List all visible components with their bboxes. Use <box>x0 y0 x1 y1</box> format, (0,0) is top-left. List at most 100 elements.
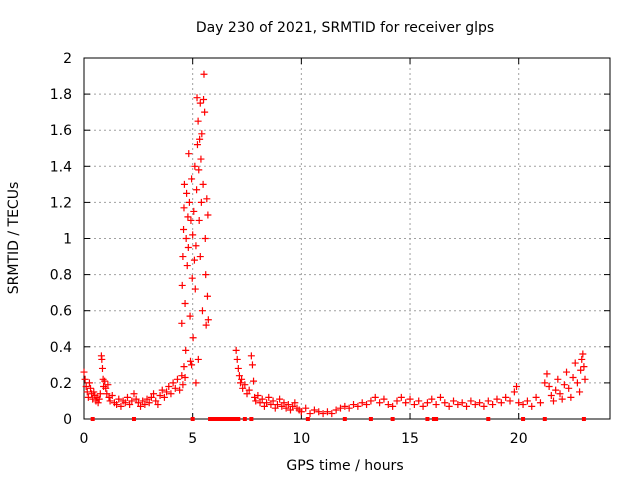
data-point <box>247 352 255 360</box>
data-point <box>189 231 197 239</box>
y-tick-label: 1.8 <box>50 87 72 103</box>
data-point <box>80 368 88 376</box>
data-point <box>150 390 158 398</box>
data-marks <box>80 70 589 421</box>
data-point <box>480 402 488 410</box>
data-point <box>554 375 562 383</box>
y-tick-label: 1.2 <box>50 195 72 211</box>
data-point-zero <box>229 417 234 421</box>
data-point <box>315 408 323 416</box>
data-point <box>98 355 106 363</box>
data-point <box>232 346 240 354</box>
data-point <box>171 384 179 392</box>
grid-lines <box>84 58 610 419</box>
data-point <box>192 242 200 250</box>
data-point <box>145 399 153 407</box>
data-point <box>194 355 202 363</box>
data-point <box>286 406 294 414</box>
data-point <box>181 373 189 381</box>
y-tick-label: 0.2 <box>50 376 72 392</box>
data-point <box>278 402 286 410</box>
data-point <box>82 383 90 391</box>
data-point <box>436 393 444 401</box>
data-point <box>252 397 260 405</box>
data-point <box>200 70 208 78</box>
data-point <box>196 253 204 261</box>
x-tick-label: 20 <box>510 431 528 447</box>
data-point <box>202 321 210 329</box>
data-point <box>238 375 246 383</box>
data-point <box>269 397 277 405</box>
data-point <box>81 375 89 383</box>
axis-ticks: 0 5 10 15 20 0 0.2 0.4 0.6 0.8 1 1.2 1.4 1.6 1.8 2 <box>50 51 610 447</box>
data-point-zero <box>190 417 195 421</box>
data-point <box>302 404 310 412</box>
data-point <box>178 281 186 289</box>
data-point <box>560 381 568 389</box>
data-point-zero <box>249 417 254 421</box>
data-point <box>577 366 585 374</box>
data-point <box>126 401 134 409</box>
data-point <box>284 401 292 409</box>
data-point <box>573 379 581 387</box>
data-point <box>197 198 205 206</box>
y-tick-label: 2 <box>63 51 72 67</box>
x-tick-label: 10 <box>292 431 310 447</box>
data-point <box>523 397 531 405</box>
data-point <box>235 372 243 380</box>
data-point <box>251 393 259 401</box>
data-point <box>192 379 200 387</box>
plot-frame <box>83 57 611 420</box>
x-tick-label: 0 <box>80 431 89 447</box>
data-point <box>203 292 211 300</box>
data-point <box>565 384 573 392</box>
data-point <box>458 399 466 407</box>
data-point <box>536 399 544 407</box>
data-point <box>176 386 184 394</box>
data-point <box>248 361 256 369</box>
y-tick-label: 0.6 <box>50 304 72 320</box>
data-point <box>273 401 281 409</box>
data-point <box>489 401 497 409</box>
data-point <box>130 390 138 398</box>
data-point <box>297 408 305 416</box>
data-point <box>195 166 203 174</box>
data-point <box>137 402 145 410</box>
data-point <box>380 395 388 403</box>
data-point-zero <box>216 417 221 421</box>
data-point <box>545 383 553 391</box>
data-point <box>410 401 418 409</box>
data-point <box>528 402 536 410</box>
data-point <box>101 377 109 385</box>
data-point <box>115 395 123 403</box>
data-point <box>196 135 204 143</box>
data-point <box>200 96 208 104</box>
data-point <box>532 393 540 401</box>
data-point <box>184 244 192 252</box>
data-point <box>180 204 188 212</box>
data-point <box>128 397 136 405</box>
y-tick-label: 0.8 <box>50 268 72 284</box>
data-point <box>241 381 249 389</box>
chart-title: Day 230 of 2021, SRMTID for receiver glp… <box>196 20 494 36</box>
x-axis-label: GPS time / hours <box>286 458 403 474</box>
data-point <box>198 307 206 315</box>
data-point <box>543 370 551 378</box>
y-tick-label: 0.4 <box>50 340 72 356</box>
data-point <box>350 401 358 409</box>
data-point <box>393 397 401 405</box>
data-point <box>183 262 191 270</box>
data-point <box>203 195 211 203</box>
data-point <box>191 162 199 170</box>
data-point <box>454 401 462 409</box>
data-point <box>450 397 458 405</box>
data-point <box>87 384 95 392</box>
data-point <box>358 399 366 407</box>
data-point <box>108 392 116 400</box>
data-point <box>178 372 186 380</box>
data-point <box>506 397 514 405</box>
data-point <box>180 363 188 371</box>
data-point <box>471 401 479 409</box>
data-point <box>158 386 166 394</box>
